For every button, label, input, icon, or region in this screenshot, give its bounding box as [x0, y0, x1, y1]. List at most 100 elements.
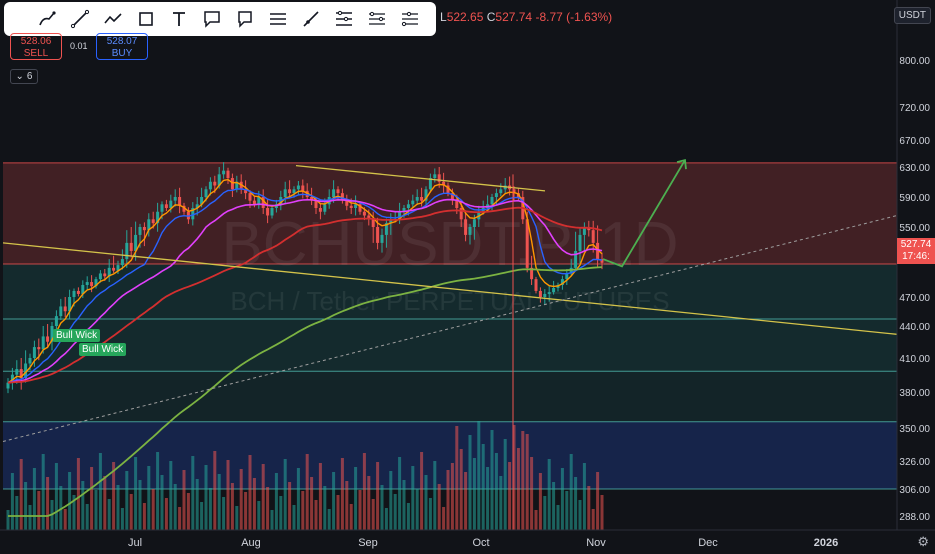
candle-body [433, 174, 437, 179]
volume-bar [310, 477, 314, 530]
candle-body [248, 193, 252, 201]
volume-bar [345, 481, 349, 530]
volume-bar [380, 485, 384, 530]
path-icon[interactable] [360, 4, 393, 34]
time-tick-label: 2026 [814, 537, 838, 549]
trend-line-icon[interactable] [63, 4, 96, 34]
volume-bar [182, 470, 186, 530]
indicators-count: 6 [26, 71, 33, 82]
candle-body [270, 208, 274, 216]
buy-button[interactable]: 528.07 BUY [96, 33, 148, 60]
candle-body [296, 185, 300, 190]
volume-bar [244, 492, 248, 530]
volume-bar [156, 452, 160, 530]
candle-body [565, 273, 569, 280]
volume-bar [464, 472, 468, 530]
parallel-channel-icon[interactable] [261, 4, 294, 34]
candle-body [574, 250, 578, 268]
candle-body [446, 185, 450, 194]
volume-bar [323, 486, 327, 530]
volume-bar [398, 457, 402, 530]
volume-bar [24, 482, 28, 530]
price-tick-label: 720.00 [899, 103, 930, 114]
projection-path [602, 159, 686, 268]
price-tick-label: 440.00 [899, 322, 930, 333]
candle-body [208, 181, 212, 190]
candle-body [332, 189, 336, 197]
regression-icon[interactable] [393, 4, 426, 34]
currency-selector[interactable]: USDT [893, 7, 931, 24]
price-tick-label: 326.00 [899, 457, 930, 468]
fib-icon[interactable] [327, 4, 360, 34]
candle-body [28, 358, 32, 364]
candle-body [98, 273, 102, 280]
chevron-down-icon: ⌄ [15, 71, 24, 82]
callout-icon[interactable] [195, 4, 228, 34]
volume-bar [362, 453, 366, 530]
volume-bar [46, 477, 50, 530]
projection-arrowhead [676, 158, 687, 170]
candle-body [32, 347, 36, 358]
candle-body [543, 293, 547, 297]
candle-body [411, 200, 415, 205]
volume-bar [367, 476, 371, 530]
volume-bar [68, 472, 72, 530]
drawing-toolbar [4, 2, 436, 36]
volume-bar [213, 451, 217, 530]
volume-bar [257, 501, 261, 530]
close-value: 527.74 [495, 10, 533, 24]
volume-bar [490, 430, 494, 530]
volume-bar [503, 439, 507, 530]
candle-body [226, 170, 230, 179]
candle-body [222, 170, 226, 175]
volume-bar [582, 463, 586, 530]
candle-body [173, 197, 177, 201]
candle-body [490, 197, 494, 205]
volume-bar [112, 462, 116, 530]
volume-bar [72, 495, 76, 530]
low-value: 522.65 [446, 10, 484, 24]
volume-bar [164, 498, 168, 530]
gear-icon[interactable]: ⚙ [917, 534, 929, 549]
volume-bar [292, 505, 296, 530]
sell-price: 528.06 [20, 36, 52, 47]
candle-body [160, 204, 164, 212]
volume-bar [125, 471, 129, 530]
candle-body [450, 193, 454, 201]
polyline-icon[interactable] [96, 4, 129, 34]
ray-icon[interactable] [294, 4, 327, 34]
candle-body [63, 306, 67, 312]
note-icon[interactable] [228, 4, 261, 34]
volume-bar [90, 467, 94, 530]
candle-body [76, 290, 80, 294]
candle-body [15, 369, 19, 375]
candle-body [310, 197, 314, 201]
candle-body [81, 284, 85, 294]
volume-bar [107, 499, 111, 530]
candle-body [90, 282, 94, 287]
volume-bar [270, 510, 274, 530]
volume-bar [442, 507, 446, 530]
sell-button[interactable]: 528.06 SELL [10, 33, 62, 60]
resistance-zone [3, 162, 897, 264]
brush-icon[interactable] [30, 4, 63, 34]
volume-bar [173, 484, 177, 530]
candle-body [318, 208, 322, 212]
volume-bar [10, 473, 14, 530]
volume-bar [147, 466, 151, 530]
candle-body [116, 265, 120, 271]
candle-body [217, 174, 221, 186]
volume-bar [222, 497, 226, 530]
candle-body [239, 181, 243, 190]
candle-body [371, 219, 375, 227]
volume-bar [481, 444, 485, 530]
candle-body [134, 234, 138, 251]
indicators-toggle[interactable]: ⌄ 6 [10, 69, 38, 84]
candle-body [596, 242, 600, 260]
volume-bar [226, 460, 230, 530]
volume-bar [402, 480, 406, 530]
text-icon[interactable] [162, 4, 195, 34]
price-tick-label: 590.00 [899, 193, 930, 204]
rectangle-icon[interactable] [129, 4, 162, 34]
